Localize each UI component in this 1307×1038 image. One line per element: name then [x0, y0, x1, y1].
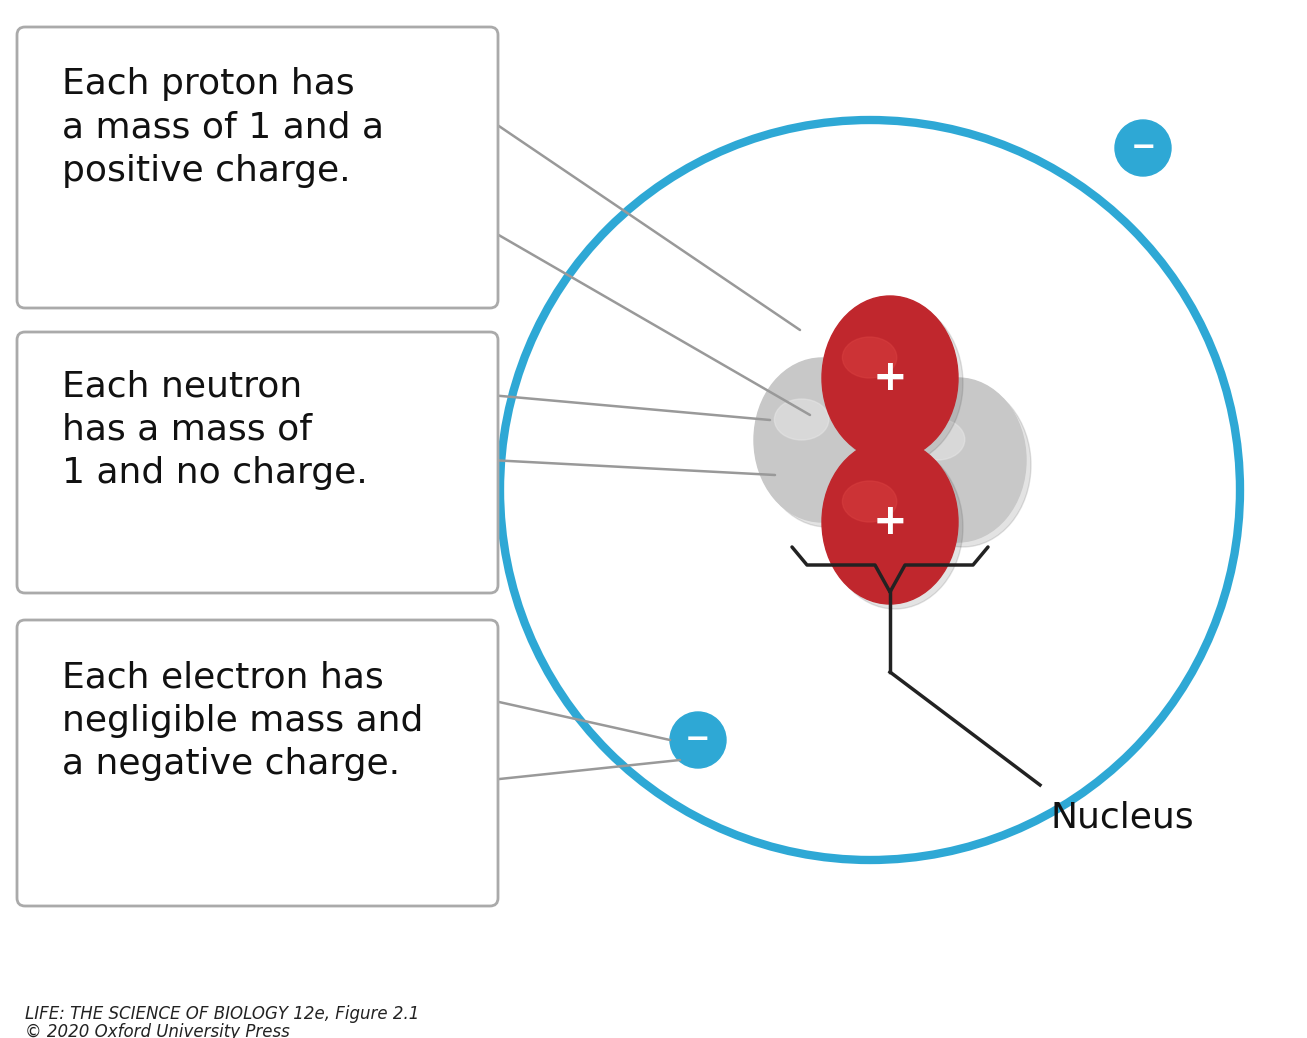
Ellipse shape	[827, 445, 963, 609]
Text: −: −	[685, 726, 711, 755]
Text: © 2020 Oxford University Press: © 2020 Oxford University Press	[25, 1023, 290, 1038]
Ellipse shape	[822, 296, 958, 460]
FancyBboxPatch shape	[17, 620, 498, 906]
Text: Nucleus: Nucleus	[1050, 800, 1193, 834]
Text: +: +	[873, 501, 907, 543]
Text: Each neutron
has a mass of
1 and no charge.: Each neutron has a mass of 1 and no char…	[63, 370, 369, 490]
Text: −: −	[1131, 134, 1155, 163]
Circle shape	[1115, 120, 1171, 176]
Ellipse shape	[843, 481, 897, 522]
Text: LIFE: THE SCIENCE OF BIOLOGY 12e, Figure 2.1: LIFE: THE SCIENCE OF BIOLOGY 12e, Figure…	[25, 1005, 420, 1023]
Ellipse shape	[890, 378, 1026, 542]
Ellipse shape	[754, 358, 890, 522]
Circle shape	[670, 712, 725, 768]
Ellipse shape	[843, 337, 897, 378]
Ellipse shape	[775, 399, 829, 440]
Ellipse shape	[911, 419, 965, 460]
Text: Each proton has
a mass of 1 and a
positive charge.: Each proton has a mass of 1 and a positi…	[63, 66, 384, 188]
Ellipse shape	[759, 363, 895, 527]
FancyBboxPatch shape	[17, 332, 498, 593]
Text: +: +	[873, 357, 907, 399]
Ellipse shape	[822, 440, 958, 604]
FancyBboxPatch shape	[17, 27, 498, 308]
Ellipse shape	[895, 383, 1031, 547]
Ellipse shape	[827, 301, 963, 465]
Text: Each electron has
negligible mass and
a negative charge.: Each electron has negligible mass and a …	[63, 660, 423, 782]
